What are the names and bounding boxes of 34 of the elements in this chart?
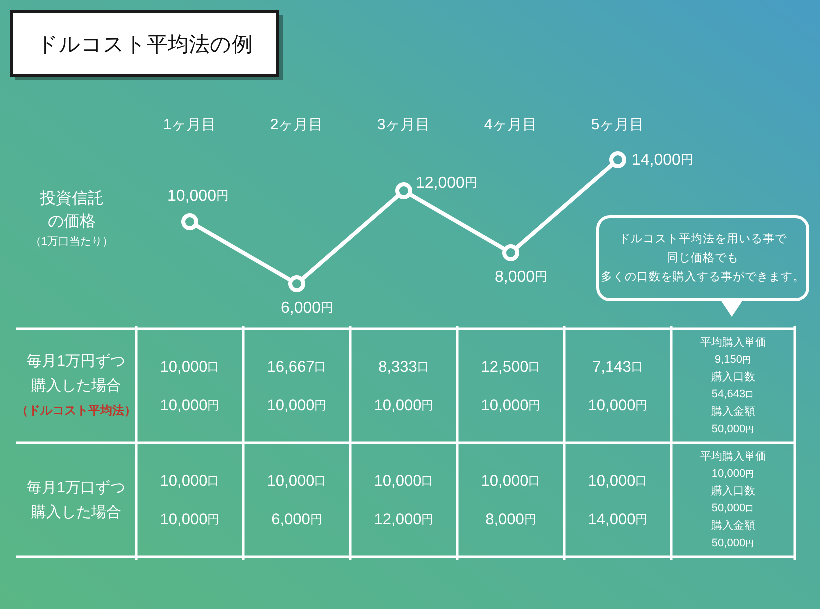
data-label: 10,000円	[168, 188, 228, 204]
x-tick-label: 5ヶ月目	[591, 116, 645, 134]
point	[182, 214, 198, 230]
table-cell: 8,333口10,000円	[374, 358, 434, 414]
point	[502, 244, 520, 262]
x-tick-label: 1ヶ月目	[163, 116, 217, 134]
point	[610, 152, 626, 168]
data-label: 12,000円	[416, 174, 477, 192]
annotation: ドルコスト平均法を用いる事で	[619, 232, 788, 246]
row-header: 毎月1万円ずつ購入した場合（ドルコスト平均法）	[16, 353, 136, 418]
annotation: 多くの口数を購入する事ができます。	[601, 270, 805, 284]
table-cell: 10,000口14,000円	[588, 472, 648, 528]
table-cell: 10,000口10,000円	[160, 358, 220, 414]
y-axis-title: 投資信託の価格（1万口当たり）	[30, 190, 114, 248]
x-tick-label: 3ヶ月目	[377, 116, 431, 134]
x-tick-label: 2ヶ月目	[270, 116, 324, 134]
row-header: 毎月1万口ずつ購入した場合	[27, 479, 126, 521]
table-cell: 16,667口10,000円	[267, 358, 327, 414]
table-cell: 10,000口8,000円	[481, 472, 541, 528]
table-cell: 7,143口10,000円	[588, 358, 648, 414]
annotation: 同じ価格でも	[667, 252, 739, 264]
table-cell: 平均購入単価10,000円購入口数50,000口購入金額50,000円	[700, 450, 766, 550]
point	[288, 276, 306, 292]
x-tick-label: 4ヶ月目	[484, 116, 538, 134]
table-cell: 12,500口10,000円	[481, 358, 541, 414]
data-label: 8,000円	[494, 268, 548, 286]
data-label: 6,000円	[280, 300, 334, 316]
data-label: 14,000円	[632, 152, 693, 168]
point	[396, 182, 412, 200]
table-cell: 10,000口6,000円	[267, 472, 327, 528]
table-cell: 平均購入単価9,150円購入口数54,643口購入金額50,000円	[700, 336, 766, 436]
chart-title: ドルコスト平均法の例	[37, 34, 253, 56]
table-cell: 10,000口12,000円	[374, 472, 434, 528]
table-cell: 10,000口10,000円	[160, 472, 220, 528]
